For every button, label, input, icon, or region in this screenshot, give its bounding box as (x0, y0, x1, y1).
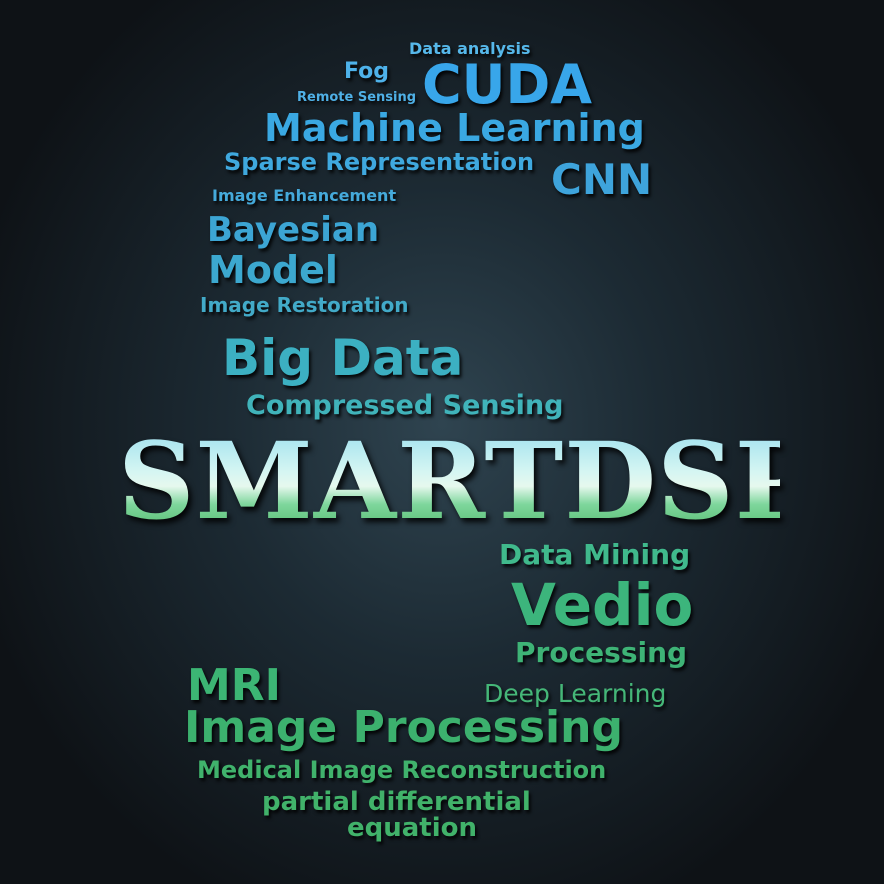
word-sparse-representation: Sparse Representation (224, 148, 535, 176)
word-big-data: Big Data (222, 329, 464, 387)
word-deep-learning: Deep Learning (484, 679, 667, 708)
word-machine-learning: Machine Learning (264, 106, 645, 150)
title-smartdsp: SMARTDSP (118, 418, 816, 543)
word-model: Model (208, 248, 338, 292)
word-equation: equation (347, 813, 478, 843)
word-processing: Processing (515, 636, 688, 669)
word-image-enhancement: Image Enhancement (212, 186, 397, 205)
word-vedio: Vedio (511, 571, 694, 639)
word-compressed-sensing: Compressed Sensing (246, 390, 564, 421)
word-remote-sensing: Remote Sensing (297, 90, 417, 105)
word-medical-image-reconstruction: Medical Image Reconstruction (197, 756, 607, 784)
word-fog: Fog (344, 59, 389, 84)
word-cuda: CUDA (422, 53, 593, 116)
word-data-mining: Data Mining (499, 538, 691, 571)
word-bayesian: Bayesian (207, 210, 380, 250)
word-image-processing: Image Processing (184, 702, 623, 753)
word-partial-differential: partial differential (262, 787, 531, 817)
word-data-analysis: Data analysis (409, 39, 531, 58)
word-image-restoration: Image Restoration (200, 293, 409, 317)
word-mri: MRI (187, 660, 282, 711)
word-cnn: CNN (551, 155, 653, 204)
